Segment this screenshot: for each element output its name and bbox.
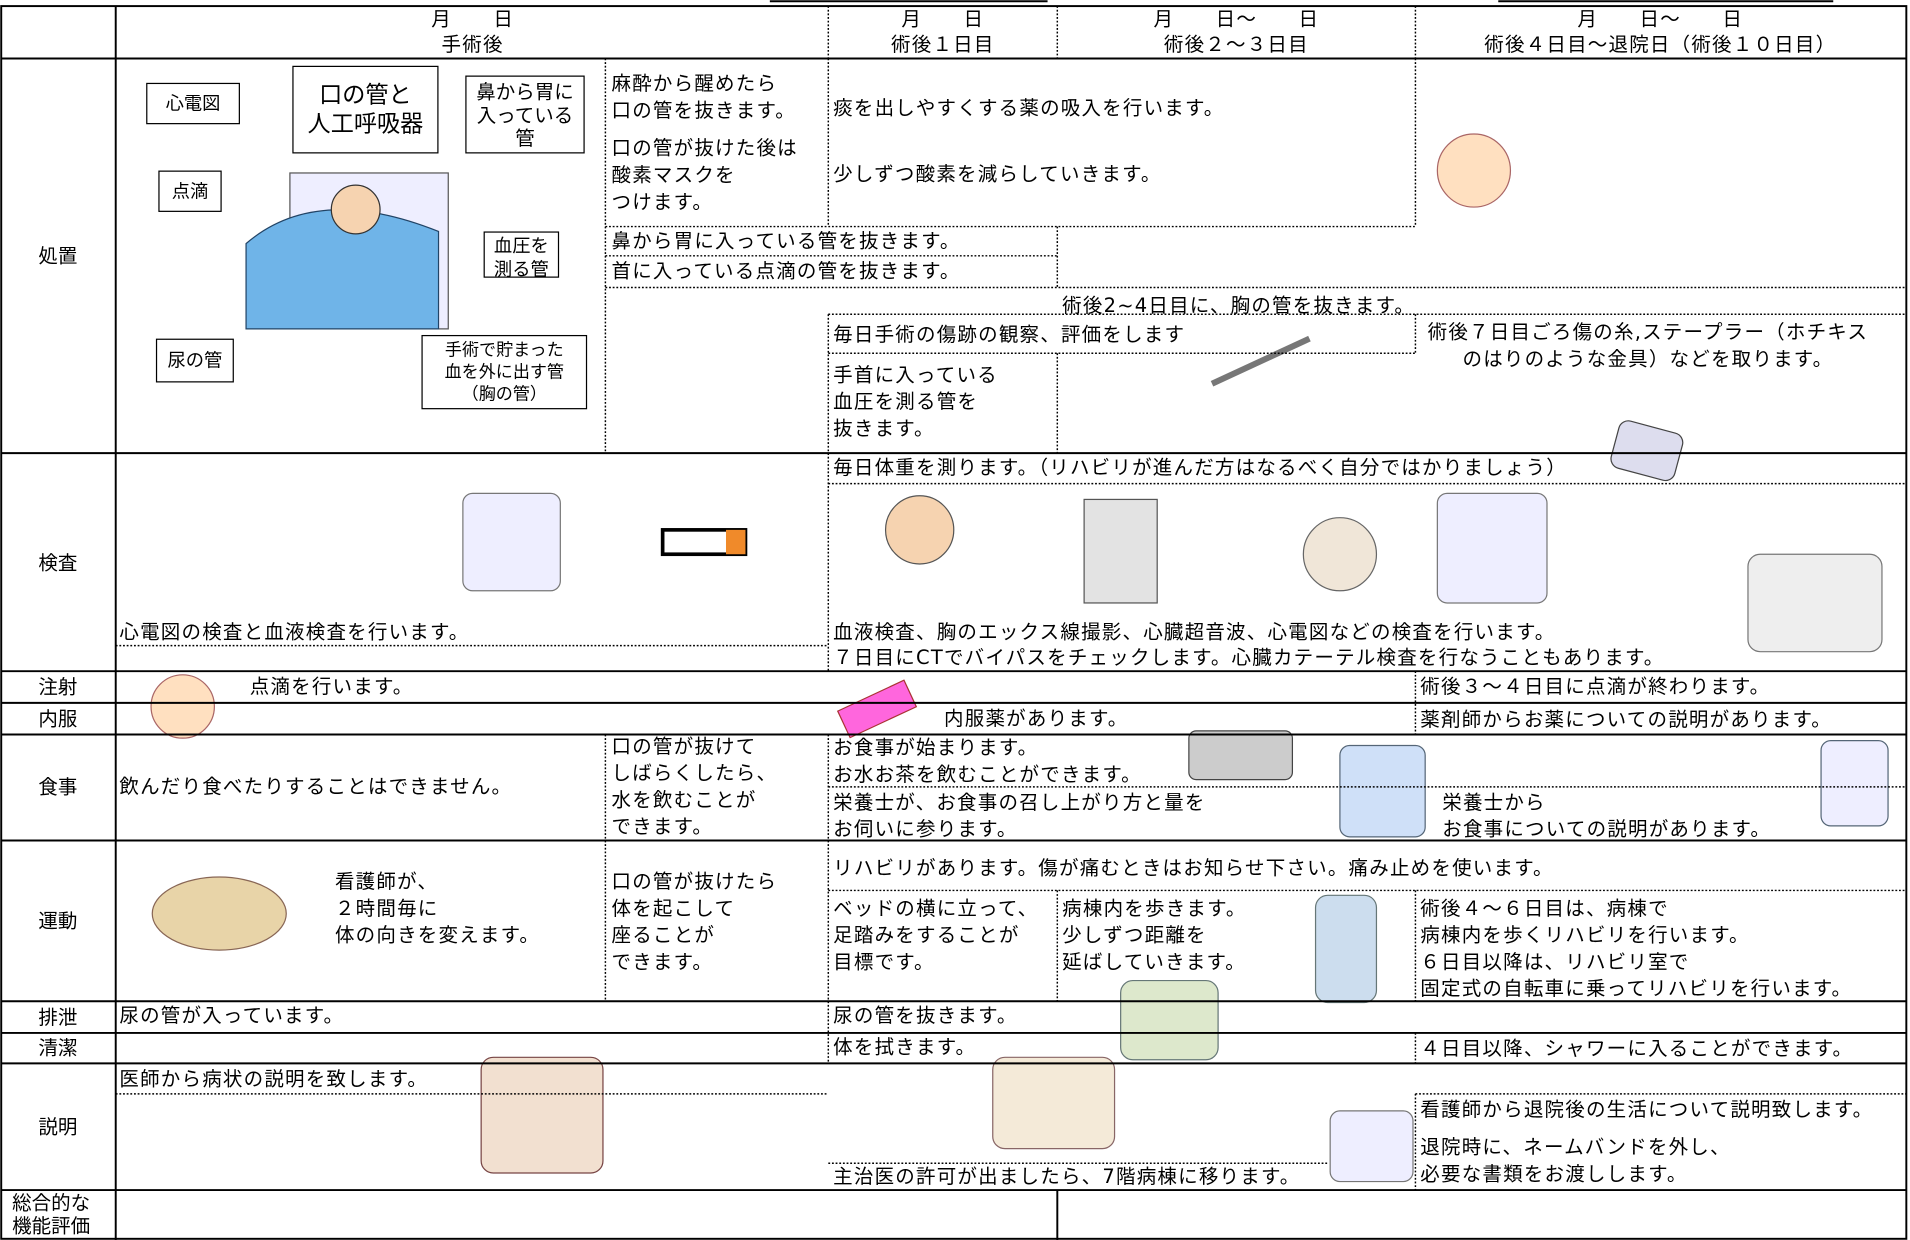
column-label: 手術後	[441, 32, 504, 57]
device-label: 点滴	[158, 170, 222, 212]
cell-text: 心電図の検査と血液検査を行います。	[119, 620, 470, 644]
row-label: 排泄	[38, 1005, 78, 1029]
meal-tray	[1188, 730, 1294, 781]
cell-text: 飲んだり食べたりすることはできません。	[119, 774, 513, 798]
row-label: 処置	[38, 244, 78, 268]
scale-icon	[1610, 420, 1684, 482]
device-label: 口の管と 人工呼吸器	[292, 65, 439, 154]
row-label: 説明	[38, 1115, 78, 1139]
cell-text: 術後４～６日目は、病棟で 病棟内を歩くリハビリを行います。 ６日目以降は、リハビ…	[1420, 896, 1853, 1001]
tweezers	[1210, 335, 1311, 387]
cell-text: 術後３～４日目に点滴が終わります。	[1420, 674, 1771, 698]
column-label: 術後４日目～退院日（術後１０日目）	[1484, 32, 1837, 57]
turning-illustration	[151, 876, 287, 951]
cell-text: 術後７日目ごろ傷の糸,ステープラー（ホチキス のはりのような金具）などを取ります…	[1427, 320, 1869, 371]
column-label: 術後１日目	[891, 32, 995, 57]
cell-text: 口の管が抜けて しばらくしたら、 水を飲むことが できます。	[611, 734, 778, 839]
cell-text: 退院時に、ネームバンドを外し、 必要な書類をお渡しします。	[1420, 1135, 1731, 1186]
device-label: 心電図	[146, 82, 240, 125]
cell-text: 病棟内を歩きます。 少しずつ距離を 延ばしていきます。	[1062, 896, 1247, 974]
echo-illustration	[1302, 517, 1378, 592]
bath-illustration	[1120, 979, 1219, 1061]
nurse-illustration	[1436, 133, 1512, 208]
cell-text: ７日目にCTでバイパスをチェックします。心臓カテーテル検査を行なうこともあります…	[833, 645, 1665, 669]
explain-illustration	[1329, 1110, 1414, 1183]
row-label: 清潔	[38, 1035, 78, 1060]
cell-text: 口の管が抜けたら 体を起こして 座ることが できます。	[611, 869, 778, 974]
device-label: 鼻から胃に 入っている 管	[465, 75, 585, 154]
cell-text: 栄養士が、お食事の召し上がり方と量を お伺いに参ります。	[833, 790, 1206, 841]
cell-text: 点滴を行います。	[249, 674, 414, 698]
cell-text: 首に入っている点滴の管を抜きます。	[611, 259, 961, 283]
cell-text: 手首に入っている 血圧を測る管を 抜きます。	[833, 362, 998, 440]
blood-test-illustration	[884, 495, 955, 565]
cell-text: 尿の管が入っています。	[119, 1003, 345, 1027]
cell-text: 口の管が抜けた後は 酸素マスクを つけます。	[611, 136, 798, 214]
cell-text: 毎日体重を測ります。（リハビリが進んだ方はなるべく自分ではかりましょう）	[833, 455, 1567, 479]
column-date: 月 日～ 日	[1153, 7, 1320, 31]
cell-text: ベッドの横に立って、 足踏みをすることが 目標です。	[833, 896, 1039, 974]
illustrations	[150, 133, 1889, 1183]
cell-text: 痰を出しやすくする薬の吸入を行います。	[833, 96, 1225, 120]
device-label: 尿の管	[155, 338, 234, 383]
column-date: 月 日	[901, 7, 985, 31]
walking-illustration	[1314, 894, 1378, 1004]
outer-border	[0, 5, 1908, 1240]
cell-text: 少しずつ酸素を減らしていきます。	[833, 162, 1162, 186]
cell-text: 麻酔から醒めたら 口の管を抜きます。	[611, 71, 796, 122]
cell-text: お食事が始まります。 お水お茶を飲むことができます。	[833, 735, 1142, 786]
cell-text: 体を拭きます。	[833, 1035, 977, 1059]
row-label: 検査	[38, 551, 78, 575]
cell-text: 栄養士から お食事についての説明があります。	[1442, 790, 1772, 841]
column-date: 月 日～ 日	[1577, 7, 1744, 31]
cell-text: 主治医の許可が出ましたら、7階病棟に移ります。	[833, 1164, 1301, 1188]
cell-text: 看護師が、 ２時間毎に 体の向きを変えます。	[334, 869, 541, 947]
cell-text: ４日目以降、シャワーに入ることができます。	[1420, 1036, 1854, 1060]
cell-text: 医師から病状の説明を致します。	[119, 1067, 429, 1091]
row-label: 内服	[38, 707, 78, 731]
ecg-illustration	[462, 492, 561, 592]
column-date: 月 日	[431, 7, 515, 31]
row-label: 注射	[38, 675, 78, 699]
xray-illustration	[1083, 498, 1158, 604]
cell-text: 鼻から胃に入っている管を抜きます。	[611, 229, 961, 253]
pill-sheet	[836, 679, 918, 739]
nutritionist-illustration	[1339, 744, 1426, 838]
device-label: 血圧を 測る管	[483, 231, 560, 278]
dotted-lines	[115, 6, 1907, 1191]
nurse-illustration-2	[150, 674, 215, 739]
cell-text: 血液検査、胸のエックス線撮影、心臓超音波、心電図などの検査を行います。	[833, 620, 1556, 644]
ct-illustration	[1747, 553, 1883, 653]
row-label: 運動	[38, 909, 78, 933]
ecg-illustration-2	[1436, 492, 1548, 604]
doctor-illustration	[480, 1056, 604, 1174]
cell-text: 看護師から退院後の生活について説明致します。	[1420, 1097, 1874, 1121]
row-label: 総合的な 機能評価	[12, 1191, 91, 1238]
cell-text: 薬剤師からお薬についての説明があります。	[1420, 707, 1832, 731]
device-label: 手術で貯まった 血を外に出す管 （胸の管）	[421, 334, 588, 410]
cell-text: 毎日手術の傷跡の観察、評価をします	[833, 322, 1186, 346]
syringe-fill	[725, 529, 746, 555]
cell-text: 内服薬があります。	[944, 706, 1129, 730]
column-label: 術後２～３日目	[1163, 32, 1309, 57]
cell-text: 術後2~4日目に、胸の管を抜きます。	[1062, 293, 1416, 317]
pharmacist-illustration	[1820, 739, 1889, 827]
cell-text: リハビリがあります。傷が痛むときはお知らせ下さい。痛み止めを使います。	[833, 856, 1554, 880]
row-label: 食事	[38, 775, 78, 799]
cell-text: 尿の管を抜きます。	[833, 1003, 1018, 1027]
patient-head	[330, 184, 381, 235]
wipe-illustration	[992, 1056, 1116, 1150]
